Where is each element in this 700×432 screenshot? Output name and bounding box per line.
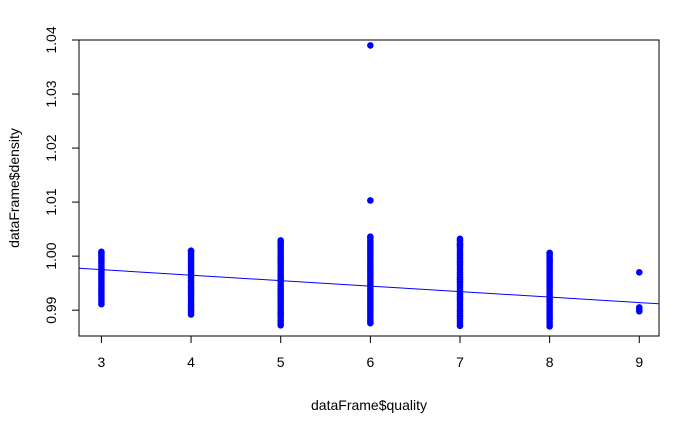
data-point-outlier [456, 241, 464, 249]
x-tick-label: 5 [277, 354, 285, 370]
x-tick-label: 9 [635, 354, 643, 370]
data-point [546, 249, 553, 257]
x-tick-label: 6 [366, 354, 374, 370]
y-tick-label: 1.03 [43, 80, 59, 107]
x-axis-title: dataFrame$quality [311, 397, 427, 413]
y-tick-label: 1.00 [43, 242, 59, 269]
data-point [187, 247, 195, 255]
y-tick-label: 1.04 [43, 26, 59, 53]
x-tick-label: 3 [98, 354, 106, 370]
data-point-outlier [546, 257, 553, 264]
x-tick-label: 8 [546, 354, 554, 370]
y-tick-label: 1.01 [43, 188, 59, 215]
x-tick-label: 7 [456, 354, 464, 370]
x-axis: 3 4 5 6 7 8 9 [98, 335, 643, 370]
data-point [98, 248, 105, 256]
data-point [635, 304, 643, 311]
y-axis: 0.99 1.00 1.01 1.02 1.03 1.04 [43, 26, 80, 324]
data-point [367, 233, 374, 240]
x-tick-label: 4 [187, 354, 195, 370]
y-tick-label: 1.02 [43, 134, 59, 161]
data-point-outlier [635, 269, 643, 276]
data-point-outlier [367, 197, 374, 204]
y-tick-label: 0.99 [43, 296, 59, 323]
data-point [277, 237, 285, 244]
y-axis-title: dataFrame$density [6, 128, 22, 248]
data-point [456, 235, 464, 243]
data-point-outlier [367, 42, 374, 49]
